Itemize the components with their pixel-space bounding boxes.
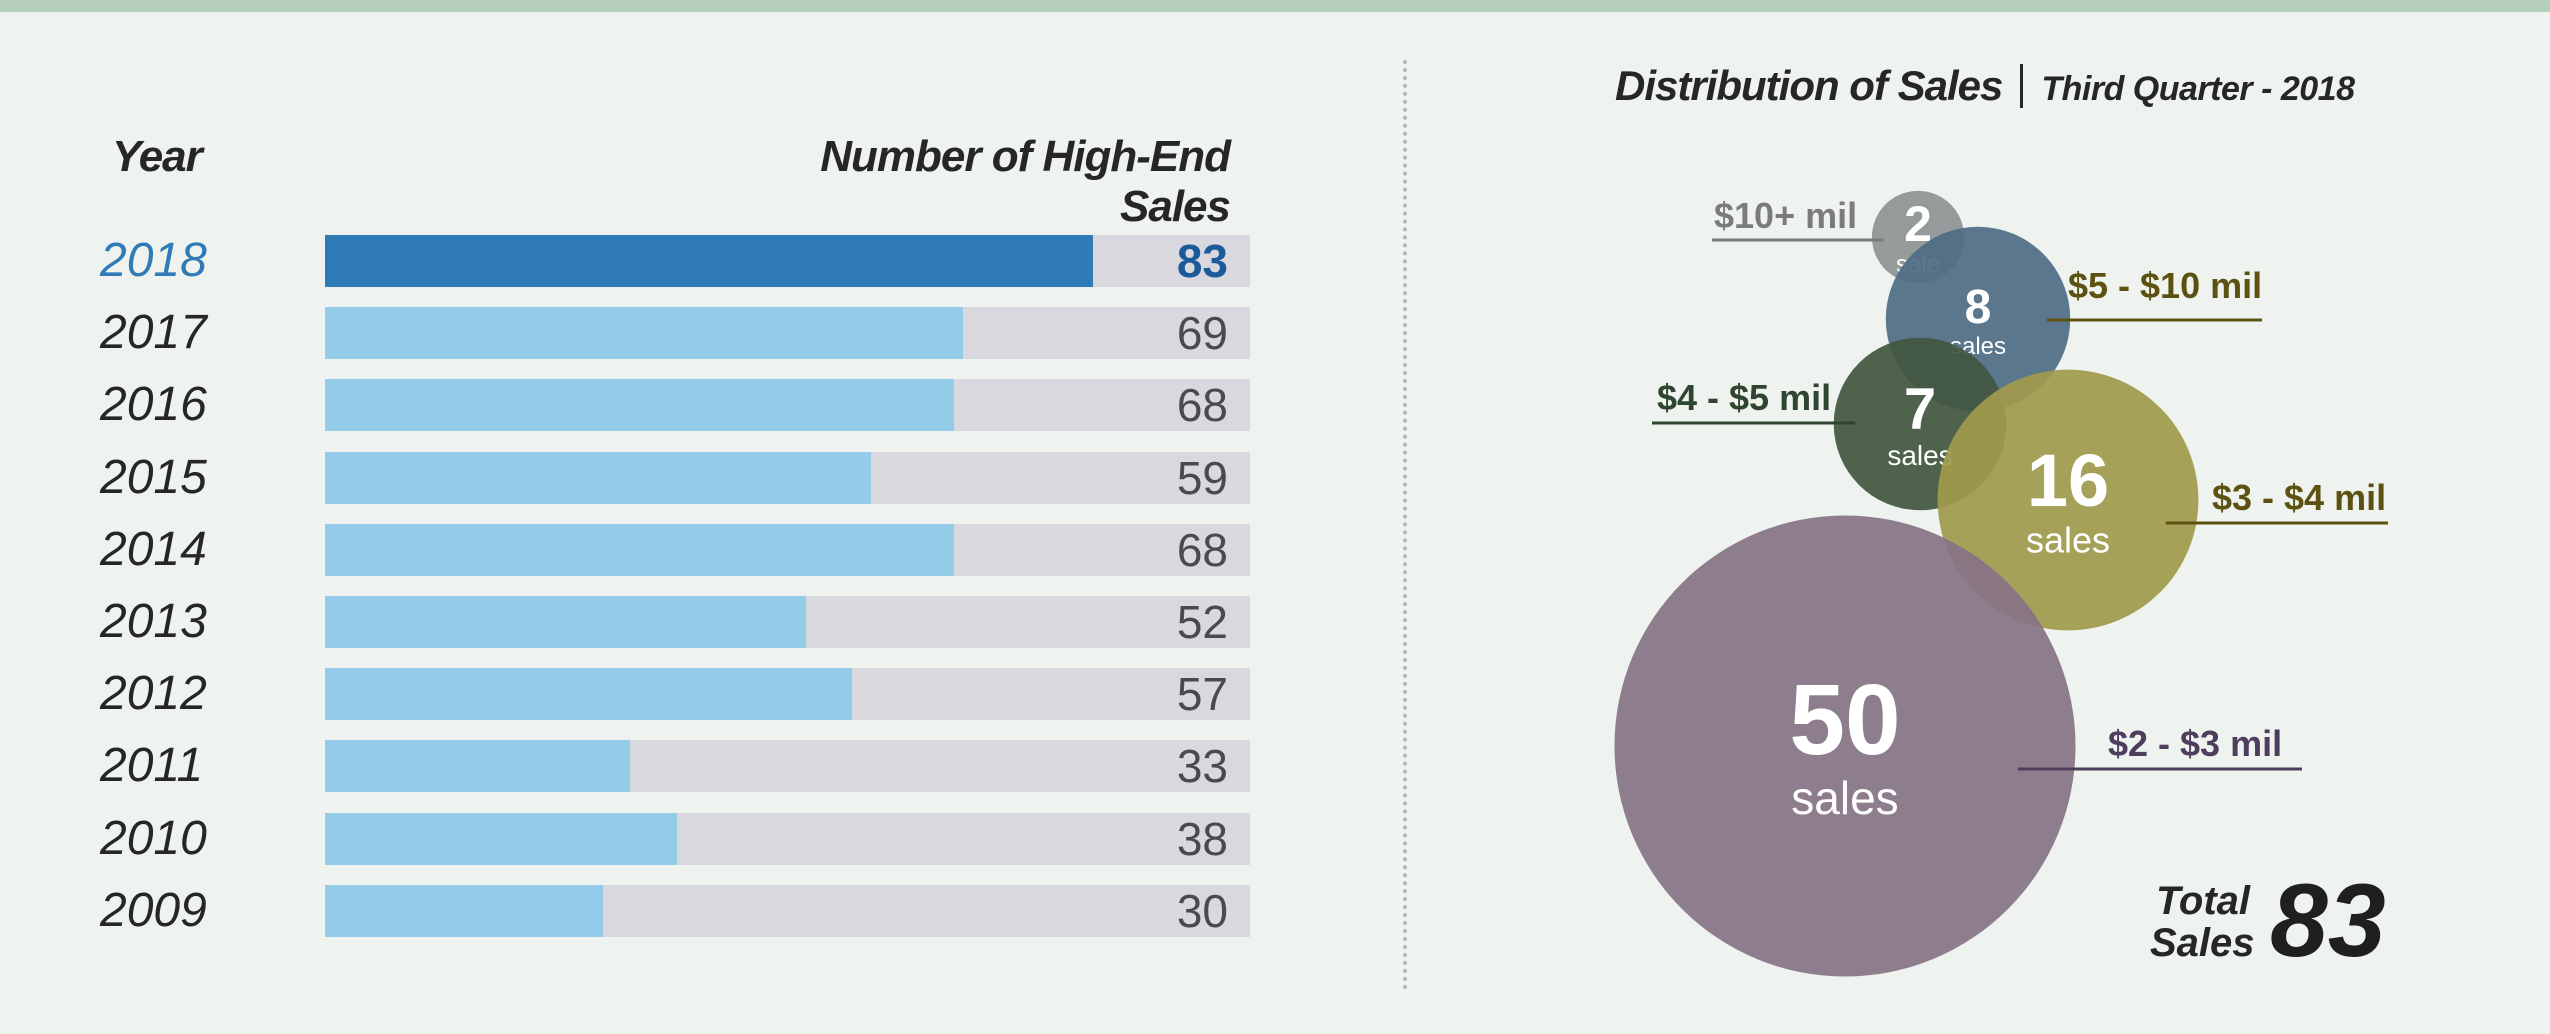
year-label: 2017	[100, 306, 207, 360]
distribution-subtitle: Third Quarter - 2018	[2041, 70, 2355, 108]
bar-row: 2018 83	[0, 235, 1300, 287]
bar-fill	[325, 668, 853, 721]
bar-row: 2015 59	[0, 450, 1300, 504]
bar-row: 2014 68	[0, 522, 1300, 576]
panel-divider	[1403, 60, 1407, 990]
bar-fill	[325, 812, 677, 865]
bar-row: 2010 38	[0, 811, 1300, 865]
bar-fill	[325, 596, 806, 648]
year-label: 2011	[100, 739, 204, 793]
year-label: 2014	[100, 522, 207, 576]
bar-track: 68	[325, 523, 1250, 576]
bar-fill	[325, 235, 1093, 287]
bar-fill	[325, 740, 631, 793]
bubble-range-label: $2 - $3 mil	[2108, 723, 2282, 764]
bar-row: 2013 52	[0, 596, 1300, 648]
bar-row: 2009 30	[0, 883, 1300, 937]
total-label-line2: Sales	[2150, 921, 2255, 965]
year-label: 2009	[100, 883, 207, 937]
bar-track: 52	[325, 596, 1250, 648]
year-label: 2018	[100, 234, 207, 287]
bar-value-label: 59	[1176, 451, 1228, 504]
bubble-count: 16	[2027, 439, 2109, 522]
bubble-range-label: $4 - $5 mil	[1657, 377, 1831, 418]
bar-fill	[325, 379, 954, 432]
bar-fill	[325, 307, 964, 360]
bubble-count: 7	[1904, 377, 1936, 442]
title-separator	[2020, 64, 2024, 108]
bar-value-label: 57	[1176, 668, 1228, 721]
bar-fill	[325, 451, 871, 504]
total-sales-value: 83	[2270, 863, 2386, 979]
bar-track: 68	[325, 379, 1250, 432]
sales-column-header: Number of High-End Sales	[820, 132, 1231, 231]
bar-value-label: 68	[1176, 379, 1228, 432]
bar-track: 59	[325, 451, 1250, 504]
bubble-range-label: $5 - $10 mil	[2068, 265, 2262, 306]
bubble-range-label: $10+ mil	[1714, 195, 1857, 236]
bar-fill	[325, 884, 603, 937]
bar-value-label: 38	[1176, 812, 1228, 865]
year-label: 2012	[100, 667, 207, 721]
bar-track: 57	[325, 668, 1250, 721]
bar-row: 2012 57	[0, 667, 1300, 721]
bar-track: 33	[325, 740, 1250, 793]
bar-value-label: 69	[1176, 307, 1228, 360]
bubble	[1937, 369, 2199, 631]
year-label: 2010	[100, 811, 207, 865]
bar-value-label: 30	[1176, 884, 1228, 937]
bubble	[1614, 515, 2076, 977]
distribution-title-main: Distribution of Sales	[1615, 62, 2003, 109]
bubble-unit: sales	[1887, 440, 1952, 471]
bar-track: 83	[325, 235, 1250, 287]
bubble-count: 8	[1965, 281, 1992, 334]
top-accent-stripe	[0, 0, 2550, 12]
bar-track: 30	[325, 884, 1250, 937]
year-label: 2013	[100, 595, 207, 648]
year-column-header: Year	[112, 132, 203, 181]
bubble-range-label: $3 - $4 mil	[2212, 477, 2386, 518]
bar-track: 69	[325, 307, 1250, 360]
distribution-title: Distribution of Sales Third Quarter - 201…	[1615, 62, 2355, 110]
bar-row: 2017 69	[0, 306, 1300, 360]
bar-row: 2016 68	[0, 378, 1300, 432]
bar-fill	[325, 523, 954, 576]
bar-value-label: 33	[1176, 740, 1228, 793]
bubble-unit: sales	[2026, 520, 2110, 561]
bar-row: 2011 33	[0, 739, 1300, 793]
year-label: 2016	[100, 378, 207, 432]
total-label-line1: Total	[2155, 879, 2250, 923]
bar-value-label: 52	[1176, 596, 1228, 648]
year-label: 2015	[100, 450, 207, 504]
total-sales-label: Total Sales	[2150, 879, 2255, 965]
bubble-count: 50	[1789, 664, 1900, 776]
bubble-unit: sales	[1791, 772, 1898, 824]
bar-value-label: 68	[1176, 523, 1228, 576]
bar-track: 38	[325, 812, 1250, 865]
bar-value-label: 83	[1176, 235, 1228, 287]
